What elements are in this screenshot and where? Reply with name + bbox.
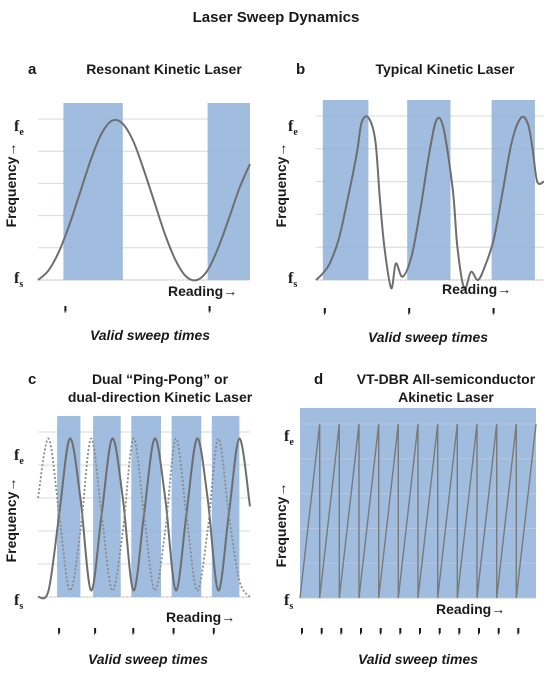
- reverse-sweep-line: [37, 437, 251, 598]
- panel-a: a Resonant Kinetic Laser Frequency→ fe f…: [3, 61, 251, 343]
- panel-d-plot: [299, 408, 537, 599]
- panel-c-plot: [37, 416, 251, 600]
- panel-d-tick-fs: fs: [284, 592, 293, 612]
- panel-a-reading-label: Reading→: [168, 283, 237, 299]
- panel-b-letter: b: [296, 61, 305, 78]
- panel-d-brace-group: [301, 627, 520, 635]
- panel-c-title-line-1: Dual “Ping-Pong” or: [92, 371, 229, 387]
- sweep-sawtooth-line: [299, 423, 537, 599]
- panel-d-letter: d: [314, 371, 323, 388]
- panel-c-valid-label: Valid sweep times: [88, 651, 208, 667]
- valid-sweep-band-1: [63, 103, 123, 280]
- valid-sweep-band-2: [207, 103, 250, 280]
- panel-a-letter: a: [28, 61, 37, 78]
- panel-a-valid-label: Valid sweep times: [90, 327, 210, 343]
- panel-b-reading-label: Reading→: [442, 281, 511, 297]
- panel-a-tick-fs: fs: [14, 270, 23, 290]
- panel-b-brace-group: [323, 307, 495, 315]
- panel-b-title: Typical Kinetic Laser: [375, 61, 515, 77]
- panel-d-title-line-2: Akinetic Laser: [398, 389, 494, 405]
- panel-c-letter: c: [28, 371, 36, 388]
- panel-d-tick-fe: fe: [284, 428, 294, 448]
- panel-c-y-axis-label: Frequency→: [3, 478, 19, 563]
- forward-sweep-line: [37, 437, 251, 600]
- panel-a-plot: [37, 103, 251, 282]
- panel-b-valid-label: Valid sweep times: [368, 329, 488, 345]
- panel-c: c Dual “Ping-Pong” or dual-direction Kin…: [3, 371, 253, 667]
- panel-a-title: Resonant Kinetic Laser: [86, 61, 242, 77]
- panel-d-y-axis-label: Frequency→: [273, 483, 289, 568]
- panel-a-tick-fe: fe: [14, 118, 24, 138]
- panel-d-reading-label: Reading→: [436, 601, 505, 617]
- panel-c-title-line-2: dual-direction Kinetic Laser: [68, 389, 253, 405]
- panel-b-plot: [315, 100, 545, 290]
- panel-a-brace-group: [64, 305, 211, 313]
- panel-b-tick-fe: fe: [288, 118, 298, 138]
- forward-sweep-line: [315, 115, 545, 290]
- panel-a-y-axis-label: Frequency→: [3, 143, 19, 228]
- panel-c-tick-fs: fs: [14, 592, 23, 612]
- panel-b-tick-fs: fs: [288, 270, 297, 290]
- figure-title: Laser Sweep Dynamics: [193, 9, 360, 26]
- valid-sweep-band-5: [211, 416, 240, 597]
- valid-sweep-band-3: [491, 100, 535, 280]
- panel-d-title-line-1: VT-DBR All-semiconductor: [357, 371, 536, 387]
- panel-c-reading-label: Reading→: [166, 609, 235, 625]
- panel-d: d VT-DBR All-semiconductor Akinetic Lase…: [273, 371, 537, 667]
- panel-b-y-axis-label: Frequency→: [273, 143, 289, 228]
- panel-c-brace-group: [58, 627, 215, 635]
- panel-d-valid-label: Valid sweep times: [358, 651, 478, 667]
- forward-sweep-line: [37, 118, 251, 282]
- valid-sweep-band-2: [93, 416, 121, 597]
- panel-b: b Typical Kinetic Laser Frequency→ fe fs…: [273, 61, 545, 345]
- panel-c-tick-fe: fe: [14, 447, 24, 467]
